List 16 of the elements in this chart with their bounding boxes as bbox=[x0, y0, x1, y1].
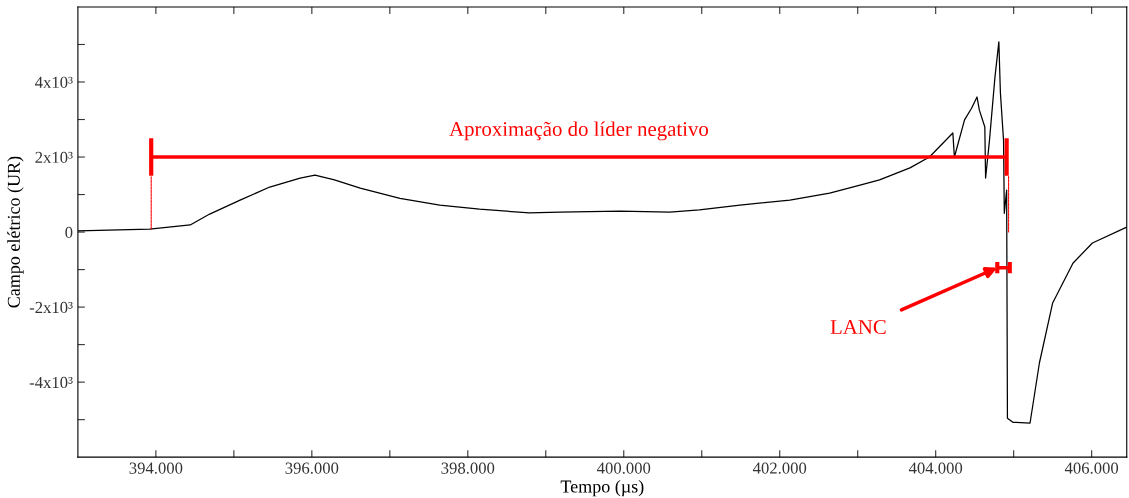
y-tick-label: -4x10³ bbox=[29, 376, 73, 389]
x-tick-label: 400.000 bbox=[597, 462, 651, 474]
x-tick-label: 406.000 bbox=[1064, 462, 1119, 474]
x-tick-label: 404.000 bbox=[908, 462, 963, 474]
annotation: Aproximação do líder negativo bbox=[449, 121, 709, 141]
annotation: LANC bbox=[830, 320, 886, 335]
x-axis-title: Tempo (µs) bbox=[560, 479, 644, 497]
y-tick-label: 2x10³ bbox=[35, 151, 73, 163]
y-tick-label: -2x10³ bbox=[29, 301, 73, 314]
x-tick-label: 402.000 bbox=[752, 462, 807, 474]
y-tick-label: 0 bbox=[65, 226, 73, 239]
x-tick-label: 394.000 bbox=[129, 462, 183, 474]
x-tick-label: 398.000 bbox=[441, 462, 495, 474]
x-tick-label: 396.000 bbox=[285, 462, 339, 474]
y-axis-title: Campo elétrico (UR) bbox=[7, 156, 24, 308]
y-tick-label: 4x10³ bbox=[35, 76, 73, 88]
